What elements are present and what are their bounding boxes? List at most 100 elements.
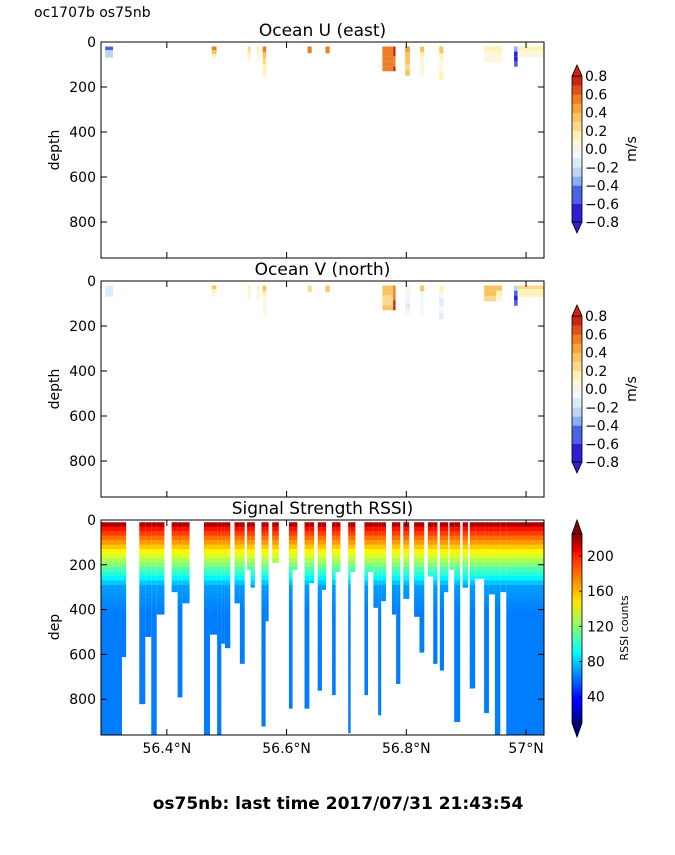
heatmap-cell [101,692,122,698]
heatmap-cell [494,571,501,577]
heatmap-cell [317,687,322,691]
heatmap-cell [396,625,401,631]
heatmap-cell [454,629,461,635]
heatmap-cell [378,687,382,693]
heatmap-cell [221,602,225,608]
heatmap-cell [247,285,251,291]
heatmap-cell [484,558,489,564]
heatmap-cell [484,629,489,635]
heatmap-cell [494,638,501,644]
colorbar-gradient [571,533,583,724]
heatmap-cell [367,567,374,573]
heatmap-cell [439,593,445,599]
heatmap-cell [101,661,122,667]
heatmap-cell [414,575,420,581]
heatmap-cell [261,705,266,711]
x-ticks: 56.4°N 56.6°N 56.8°N 57°N [143,520,544,757]
heatmap-cell [419,602,425,608]
heatmap-cell [261,692,266,698]
colorbar-tick-label: 0.0 [585,142,607,158]
heatmap-cell [439,53,444,60]
heatmap-cell [364,692,368,696]
heatmap-cell [182,593,190,599]
heatmap-cell [378,701,382,707]
heatmap-cell [250,526,255,532]
heatmap-cell [317,620,322,626]
heatmap-cell [381,575,386,581]
heatmap-cell [250,535,255,541]
heatmap-cell [177,593,183,599]
heatmap-cell [454,580,461,586]
heatmap-cell [121,531,127,537]
heatmap-cell [101,584,122,590]
heatmap-cell [203,710,210,716]
heatmap-cell [373,526,379,532]
heatmap-cell [239,593,245,599]
heatmap-cell [239,575,245,581]
heatmap-cell [307,46,312,54]
heatmap-cell [381,558,386,564]
heatmap-cell [332,616,336,622]
heatmap-cell [261,616,266,622]
heatmap-cell [469,598,476,604]
heatmap-cell [469,562,476,568]
heatmap-cell [420,291,425,298]
heatmap-cell [364,652,368,658]
heatmap-cell [475,558,485,564]
heatmap-cell [139,701,146,705]
heatmap-cell [514,295,518,301]
heatmap-cell [217,719,222,725]
heatmap-cell [304,584,310,590]
heatmap-cell [101,670,122,676]
heatmap-cell [514,56,518,62]
heatmap-cell [462,580,468,586]
heatmap-cell [419,571,425,577]
heatmap-cell [494,602,501,608]
heatmap-cell [419,638,425,644]
heatmap-cell [217,652,222,658]
heatmap-cell [348,728,351,734]
heatmap-cell [145,549,152,555]
heatmap-cell [454,549,461,555]
heatmap-cell [439,535,445,541]
heatmap-cell [475,540,485,546]
heatmap-cell [261,634,266,640]
heatmap-cell [265,602,269,608]
heatmap-cell [484,571,489,577]
heatmap-cell [261,723,266,727]
heatmap-cell [373,575,379,581]
heatmap-cell [420,308,425,315]
heatmap-cell [367,535,374,541]
heatmap-cell [449,549,455,555]
heatmap-cell [304,580,310,586]
heatmap-cell [348,593,351,599]
heatmap-cell [348,696,351,702]
heatmap-cell [433,647,438,653]
heatmap-cell [332,643,336,649]
heatmap-cell [101,616,122,622]
heatmap-cell [309,571,315,577]
heatmap-cell [288,611,293,617]
heatmap-cell [348,629,351,635]
heatmap-cell [317,616,322,622]
heatmap-cell [484,531,489,537]
heatmap-cell [221,558,225,564]
heatmap-cell [288,625,293,631]
heatmap-cell [454,665,461,671]
heatmap-cell [420,58,425,65]
heatmap-cell [494,562,501,568]
heatmap-cell [475,562,485,568]
heatmap-cell [265,531,269,537]
heatmap-cell [419,629,425,635]
heatmap-cell [500,549,507,555]
heatmap-cell [139,616,146,622]
y-tick-label: 600 [69,170,96,186]
heatmap-cell [484,285,497,291]
heatmap-cell [449,544,455,550]
heatmap-cell [247,553,251,559]
heatmap-cell [439,66,444,74]
heatmap-cell [469,567,476,573]
panel-title: Signal Strength RSSI) [232,499,414,519]
heatmap-cell [288,575,293,581]
